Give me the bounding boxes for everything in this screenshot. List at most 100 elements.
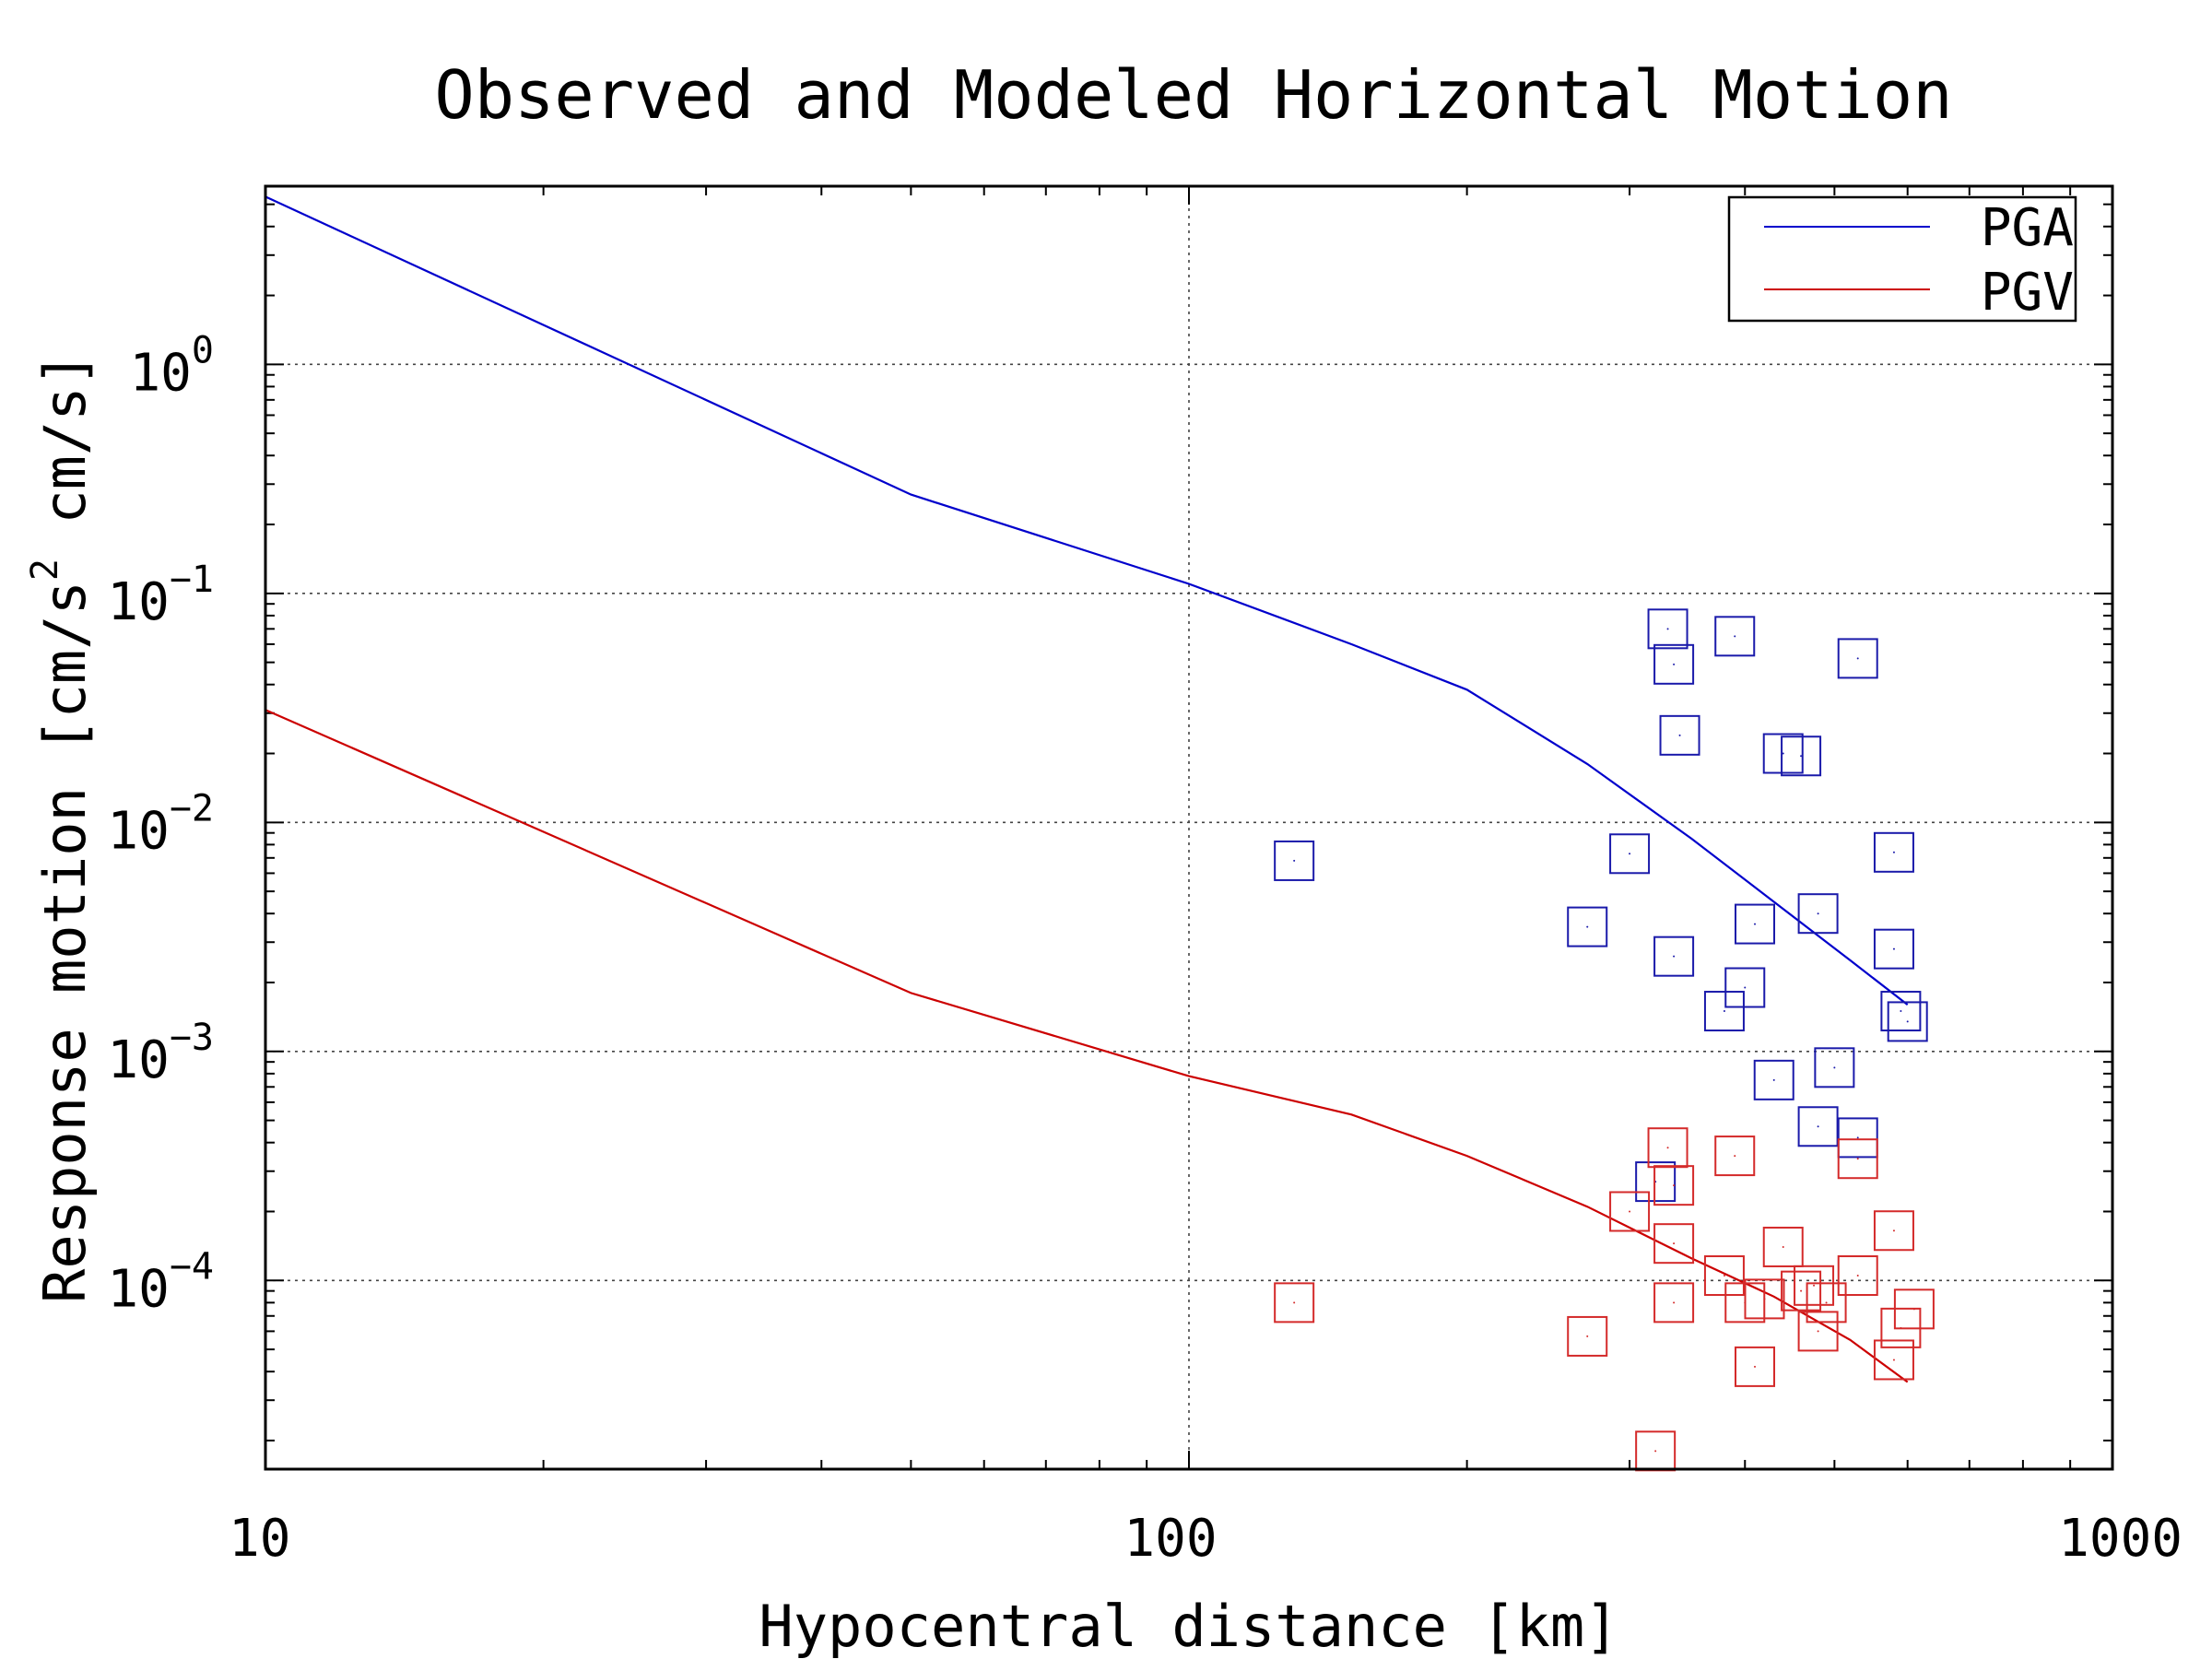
marker-pgv-observed xyxy=(1797,1311,1839,1352)
marker-square xyxy=(1567,906,1608,947)
marker-pgv-observed xyxy=(1873,1339,1914,1381)
marker-square xyxy=(1744,1278,1785,1320)
marker-center-dot xyxy=(1293,1301,1296,1304)
marker-pga-observed xyxy=(1887,1001,1928,1042)
marker-center-dot xyxy=(1673,1184,1676,1187)
marker-square xyxy=(1762,1226,1804,1267)
marker-pga-observed xyxy=(1880,991,1922,1032)
marker-square xyxy=(1653,1282,1695,1324)
marker-center-dot xyxy=(1813,1284,1816,1287)
marker-center-dot xyxy=(1817,912,1819,915)
marker-center-dot xyxy=(1892,1359,1895,1361)
legend: PGA PGV xyxy=(1727,195,2077,323)
series-line-pgv xyxy=(265,709,1909,1383)
marker-center-dot xyxy=(1666,1147,1669,1149)
y-tick-exponent: −3 xyxy=(170,1017,214,1059)
y-tick-label: 10−4 xyxy=(107,1245,214,1319)
marker-square xyxy=(1653,1223,1695,1265)
y-tick-exponent: 0 xyxy=(192,329,214,371)
marker-square xyxy=(1873,1210,1914,1252)
marker-square xyxy=(1880,991,1922,1032)
marker-square xyxy=(1762,733,1804,774)
marker-pgv-observed xyxy=(1806,1282,1847,1324)
marker-center-dot xyxy=(1673,1301,1676,1304)
marker-pga-observed xyxy=(1703,991,1745,1032)
marker-pga-observed xyxy=(1797,1106,1839,1147)
marker-pgv-observed xyxy=(1647,1127,1688,1169)
marker-square xyxy=(1893,1288,1935,1330)
marker-center-dot xyxy=(1800,755,1803,758)
marker-center-dot xyxy=(1586,1335,1589,1337)
marker-pgv-observed xyxy=(1781,1270,1822,1312)
marker-center-dot xyxy=(1754,923,1757,925)
marker-pgv-observed xyxy=(1762,1226,1804,1267)
marker-square xyxy=(1781,1270,1822,1312)
y-tick-label: 10−2 xyxy=(107,787,214,861)
marker-pga-observed xyxy=(1609,833,1651,875)
marker-pgv-observed xyxy=(1609,1191,1651,1232)
y-tick-base: 10 xyxy=(107,572,169,632)
marker-pgv-observed xyxy=(1274,1282,1315,1324)
marker-pga-observed xyxy=(1762,733,1804,774)
marker-square xyxy=(1837,1255,1878,1297)
marker-center-dot xyxy=(1678,734,1681,736)
marker-square xyxy=(1837,638,1878,679)
marker-pga-observed xyxy=(1653,935,1695,977)
marker-pga-observed xyxy=(1653,643,1695,685)
marker-center-dot xyxy=(1673,955,1676,958)
marker-square xyxy=(1735,903,1776,945)
marker-center-dot xyxy=(1856,1275,1859,1277)
x-tick-label: 10 xyxy=(229,1509,290,1569)
y-axis-label-main: Response motion [cm/s xyxy=(31,581,99,1303)
marker-pgv-observed xyxy=(1653,1282,1695,1324)
marker-pgv-observed xyxy=(1653,1165,1695,1206)
marker-center-dot xyxy=(1763,1298,1766,1300)
marker-pga-observed xyxy=(1714,616,1756,657)
marker-square xyxy=(1714,616,1756,657)
grid xyxy=(265,186,2112,1469)
model-lines xyxy=(265,195,1909,1383)
marker-pgv-observed xyxy=(1837,1138,1878,1180)
marker-center-dot xyxy=(1666,628,1669,630)
marker-square xyxy=(1837,1117,1878,1159)
marker-center-dot xyxy=(1817,1330,1819,1333)
marker-center-dot xyxy=(1856,657,1859,660)
x-tick-labels: 10 100 1000 xyxy=(229,1509,2183,1569)
y-tick-base: 10 xyxy=(107,801,169,861)
legend-box xyxy=(1727,195,2077,323)
y-tick-exponent: −2 xyxy=(170,787,214,830)
marker-square xyxy=(1797,893,1839,935)
marker-center-dot xyxy=(1654,1450,1657,1453)
observed-markers xyxy=(1274,608,1935,1472)
marker-pga-observed xyxy=(1873,928,1914,970)
marker-center-dot xyxy=(1856,1158,1859,1160)
marker-square xyxy=(1274,840,1315,881)
marker-center-dot xyxy=(1754,1365,1757,1368)
marker-square xyxy=(1703,1255,1745,1297)
legend-label-pgv: PGV xyxy=(1981,263,2074,323)
marker-center-dot xyxy=(1856,1136,1859,1139)
marker-square xyxy=(1806,1282,1847,1324)
marker-center-dot xyxy=(1629,1210,1631,1213)
series-line-pga xyxy=(265,195,1909,1006)
marker-square xyxy=(1647,1127,1688,1169)
marker-square xyxy=(1724,967,1766,1008)
marker-square xyxy=(1873,1339,1914,1381)
y-axis-label-unit: cm/s] xyxy=(31,352,99,559)
marker-pga-observed xyxy=(1567,906,1608,947)
marker-center-dot xyxy=(1906,1020,1909,1023)
marker-square xyxy=(1873,928,1914,970)
marker-center-dot xyxy=(1900,1010,1902,1013)
marker-square xyxy=(1873,831,1914,873)
marker-center-dot xyxy=(1734,1155,1736,1158)
marker-pgv-observed xyxy=(1893,1288,1935,1330)
marker-center-dot xyxy=(1772,1078,1775,1081)
marker-pga-observed xyxy=(1274,840,1315,881)
marker-center-dot xyxy=(1744,986,1747,989)
marker-center-dot xyxy=(1892,851,1895,853)
marker-pgv-observed xyxy=(1744,1278,1785,1320)
y-tick-label: 100 xyxy=(129,329,214,403)
marker-square xyxy=(1753,1059,1794,1100)
marker-pga-observed xyxy=(1647,608,1688,650)
